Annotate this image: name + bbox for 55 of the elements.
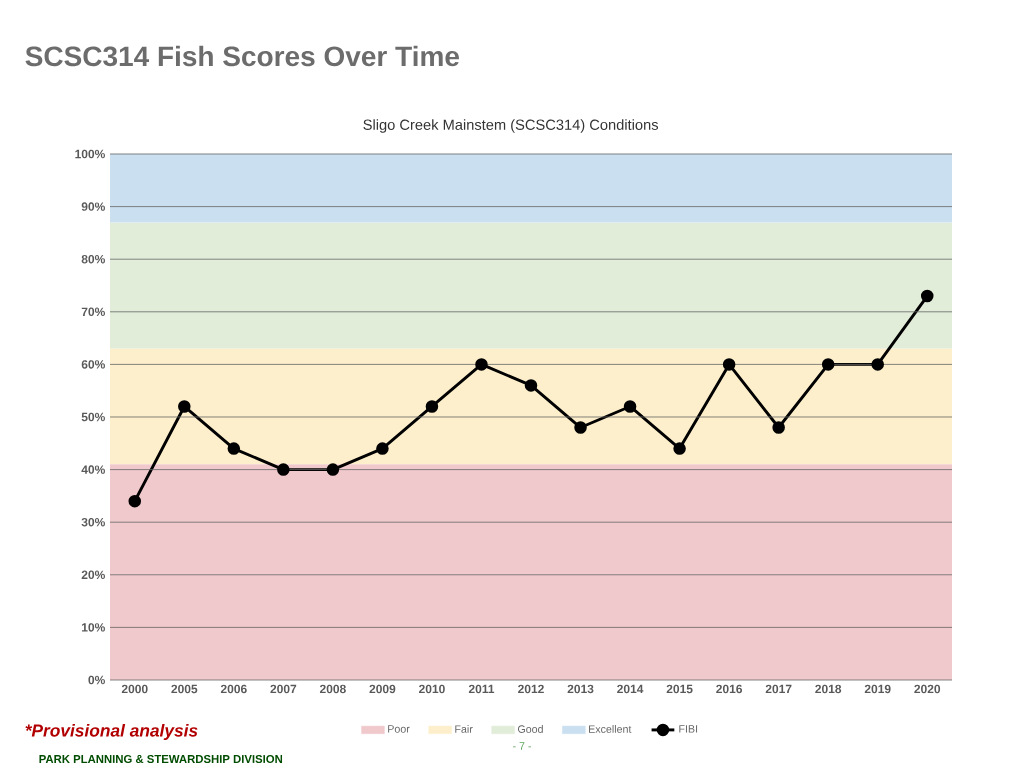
x-tick-label: 2007 xyxy=(270,684,297,694)
point xyxy=(277,463,290,476)
point xyxy=(871,358,884,371)
text: - 7 - xyxy=(513,742,531,750)
y-tick-label: 10% xyxy=(82,623,105,632)
text: PARK PLANNING & STEWARDSHIP DIVISION xyxy=(39,755,283,764)
y-tick-label: 90% xyxy=(81,202,105,211)
x-tick-label: 2020 xyxy=(914,684,941,694)
y-tick-label: 40% xyxy=(81,465,105,474)
x-tick-label: 2000 xyxy=(121,684,148,694)
legend-label: Fair xyxy=(455,725,473,733)
x-tick-label: 2017 xyxy=(765,684,792,694)
point xyxy=(673,442,686,455)
point xyxy=(772,421,785,434)
x-tick-label: 2018 xyxy=(815,684,842,694)
y-tick-label: 60% xyxy=(81,360,105,369)
x-tick-label: 2013 xyxy=(567,684,594,694)
legend-label: Good xyxy=(517,725,543,733)
point xyxy=(178,400,191,413)
point xyxy=(227,442,241,455)
x-tick-label: 2005 xyxy=(171,684,198,694)
legend-label: Excellent xyxy=(589,725,632,733)
point xyxy=(128,494,142,508)
x-tick-label: 2006 xyxy=(220,684,247,694)
y-tick-label: 80% xyxy=(81,254,105,264)
point xyxy=(326,463,340,476)
point xyxy=(524,379,538,392)
x-tick-label: 2009 xyxy=(369,684,396,694)
point xyxy=(623,400,637,413)
y-tick-label: 50% xyxy=(81,412,105,422)
point xyxy=(574,421,587,434)
legend-label: FIBI xyxy=(679,725,698,733)
legend-label: Poor xyxy=(388,725,410,733)
x-tick-label: 2012 xyxy=(518,684,544,694)
y-tick-label: 70% xyxy=(81,307,105,317)
point xyxy=(722,358,736,371)
chart-title: SCSC314 Fish Scores Over Time xyxy=(25,45,459,67)
y-tick-label: 20% xyxy=(81,570,105,580)
x-tick-label: 2011 xyxy=(468,684,495,694)
point xyxy=(920,289,934,303)
point xyxy=(821,358,835,371)
y-tick-label: 0% xyxy=(88,675,105,685)
point xyxy=(425,400,439,413)
chart-subtitle: Sligo Creek Mainstem (SCSC314) Conditions xyxy=(363,119,659,133)
x-tick-label: 2014 xyxy=(617,684,644,694)
point xyxy=(376,442,389,455)
text: *Provisional analysis xyxy=(25,723,198,741)
x-tick-label: 2010 xyxy=(419,684,445,694)
y-tick-label: 30% xyxy=(81,517,105,527)
x-tick-label: 2016 xyxy=(716,684,743,694)
x-tick-label: 2015 xyxy=(666,684,693,694)
x-tick-label: 2019 xyxy=(864,684,891,694)
y-tick-label: 100% xyxy=(75,149,105,159)
point xyxy=(475,358,488,371)
x-tick-label: 2008 xyxy=(319,684,346,694)
